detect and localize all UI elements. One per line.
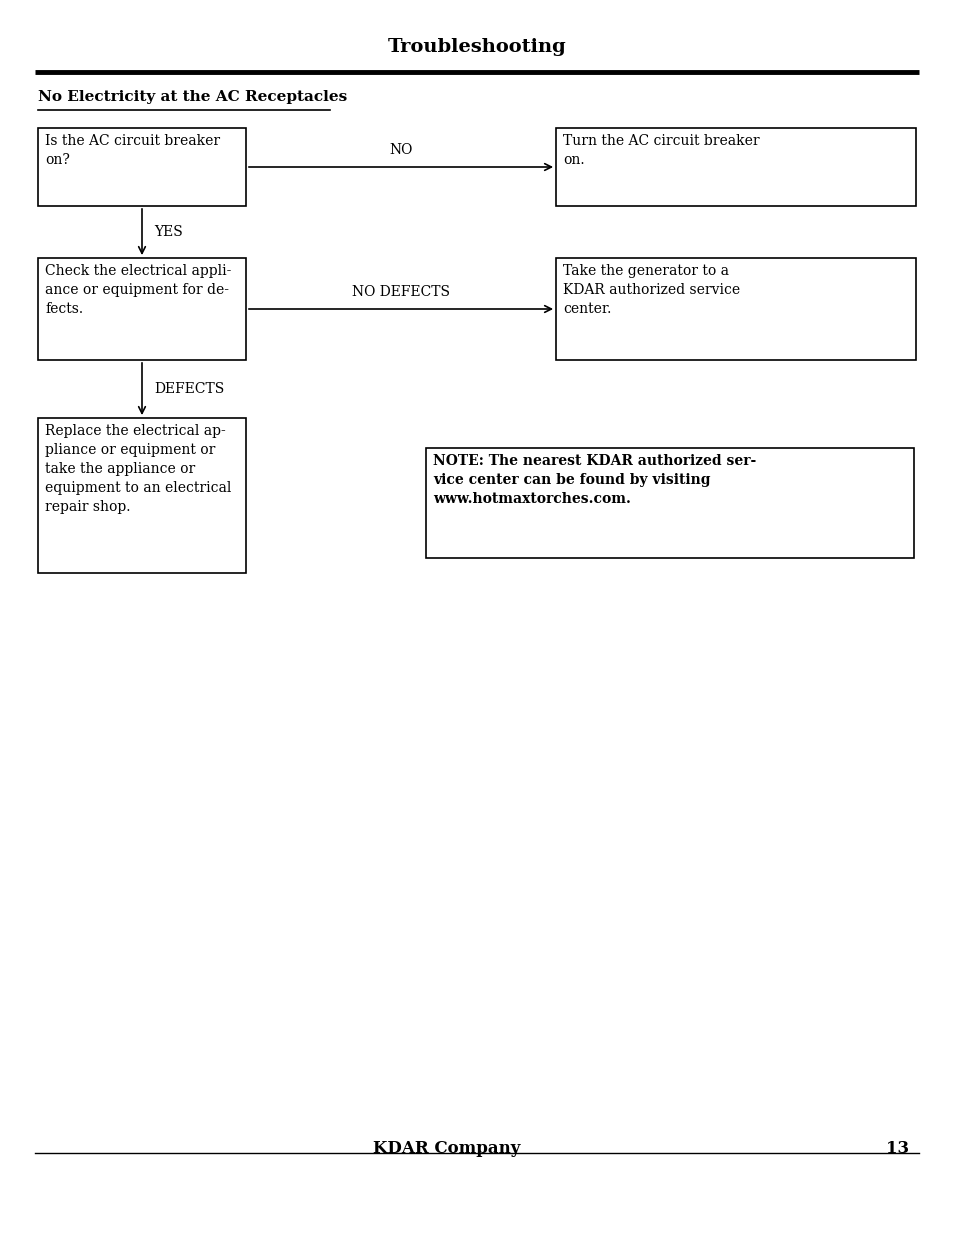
Text: NO DEFECTS: NO DEFECTS bbox=[352, 285, 450, 299]
Text: Turn the AC circuit breaker
on.: Turn the AC circuit breaker on. bbox=[562, 135, 759, 167]
Text: DEFECTS: DEFECTS bbox=[153, 382, 224, 396]
Text: Is the AC circuit breaker
on?: Is the AC circuit breaker on? bbox=[45, 135, 220, 167]
Text: No Electricity at the AC Receptacles: No Electricity at the AC Receptacles bbox=[38, 90, 347, 104]
Text: 13: 13 bbox=[885, 1140, 908, 1157]
Text: YES: YES bbox=[153, 225, 183, 240]
Text: Check the electrical appli-
ance or equipment for de-
fects.: Check the electrical appli- ance or equi… bbox=[45, 264, 232, 316]
Bar bbox=[38, 128, 246, 206]
Text: KDAR Company: KDAR Company bbox=[373, 1140, 520, 1157]
Bar bbox=[38, 417, 246, 573]
Text: NOTE: The nearest KDAR authorized ser-
vice center can be found by visiting
www.: NOTE: The nearest KDAR authorized ser- v… bbox=[433, 454, 756, 506]
Text: Troubleshooting: Troubleshooting bbox=[387, 38, 566, 56]
Bar bbox=[426, 448, 913, 558]
Text: NO: NO bbox=[389, 143, 413, 157]
Bar bbox=[556, 258, 915, 359]
Bar bbox=[38, 258, 246, 359]
Text: Replace the electrical ap-
pliance or equipment or
take the appliance or
equipme: Replace the electrical ap- pliance or eq… bbox=[45, 424, 232, 514]
Bar bbox=[556, 128, 915, 206]
Text: Take the generator to a
KDAR authorized service
center.: Take the generator to a KDAR authorized … bbox=[562, 264, 740, 316]
